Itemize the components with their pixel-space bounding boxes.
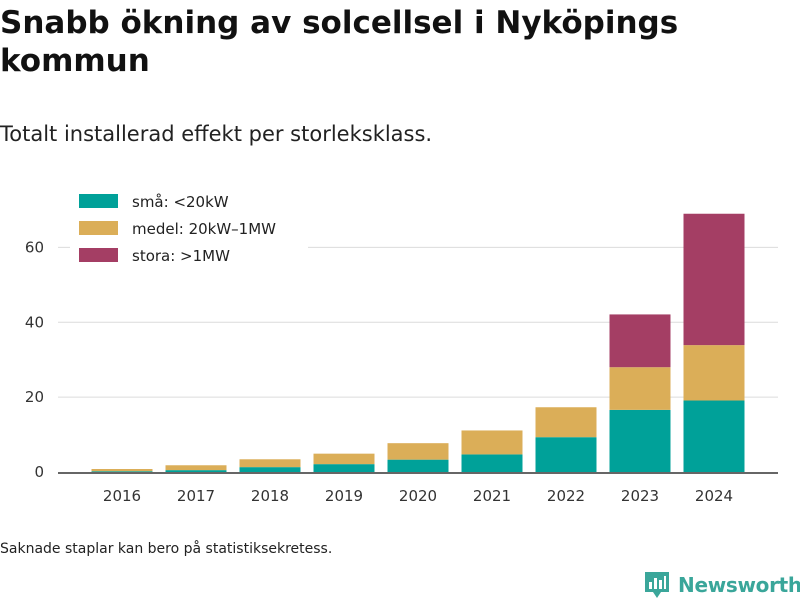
x-tick-label: 2022 (547, 487, 585, 505)
y-tick-label: 20 (25, 388, 44, 406)
bar-segment[interactable] (313, 464, 375, 472)
bar-segment[interactable] (461, 454, 523, 472)
x-tick-label: 2021 (473, 487, 511, 505)
bar-segment[interactable] (535, 437, 597, 472)
legend: små: <20kW medel: 20kW–1MW stora: >1MW (70, 182, 308, 270)
x-tick-label: 2016 (103, 487, 141, 505)
bar-segment[interactable] (91, 469, 153, 472)
bar-segment[interactable] (239, 467, 301, 472)
legend-label: medel: 20kW–1MW (132, 220, 276, 238)
chart-title: Snabb ökning av solcellsel i Nyköpings k… (0, 5, 679, 79)
bar-segment[interactable] (683, 213, 745, 346)
bar-segment[interactable] (535, 407, 597, 438)
bar-segment[interactable] (387, 443, 449, 460)
legend-label: stora: >1MW (132, 247, 230, 265)
bar-segment[interactable] (387, 459, 449, 472)
bar-segment[interactable] (91, 471, 153, 472)
x-tick-label: 2019 (325, 487, 363, 505)
bars (91, 213, 745, 472)
x-tick-label: 2024 (695, 487, 733, 505)
x-tick-label: 2017 (177, 487, 215, 505)
y-tick-label: 40 (25, 313, 44, 331)
legend-swatch (79, 194, 118, 208)
chart-subtitle: Totalt installerad effekt per storlekskl… (0, 122, 433, 146)
y-tick-label: 60 (25, 238, 44, 256)
bar-segment[interactable] (683, 345, 745, 401)
x-tick-label: 2023 (621, 487, 659, 505)
bar-segment[interactable] (609, 409, 671, 472)
footnote: Saknade staplar kan bero på statistiksek… (0, 541, 333, 557)
x-tick-label: 2020 (399, 487, 437, 505)
bar-segment[interactable] (239, 459, 301, 468)
brand-name: Newsworthy (678, 573, 800, 597)
bar-segment[interactable] (165, 465, 227, 471)
legend-swatch (79, 248, 118, 262)
y-tick-label: 0 (34, 463, 44, 481)
bar-segment[interactable] (461, 430, 523, 455)
bar-segment[interactable] (165, 470, 227, 472)
bar-segment[interactable] (609, 367, 671, 410)
brand[interactable]: Newsworthy (644, 569, 800, 601)
legend-label: små: <20kW (132, 193, 229, 211)
x-tick-label: 2018 (251, 487, 289, 505)
bar-segment[interactable] (683, 400, 745, 472)
stacked-bar-chart: 0 20 40 60 2016 2017 2018 2019 2020 2021 2022 2023 2… (24, 182, 778, 505)
newsworthy-logo-icon (645, 572, 669, 598)
bar-segment[interactable] (313, 453, 375, 465)
bar-segment[interactable] (609, 314, 671, 368)
axes: 0 20 40 60 2016 2017 2018 2019 2020 2021 2022 2023 2… (25, 238, 778, 505)
legend-swatch (79, 221, 118, 235)
